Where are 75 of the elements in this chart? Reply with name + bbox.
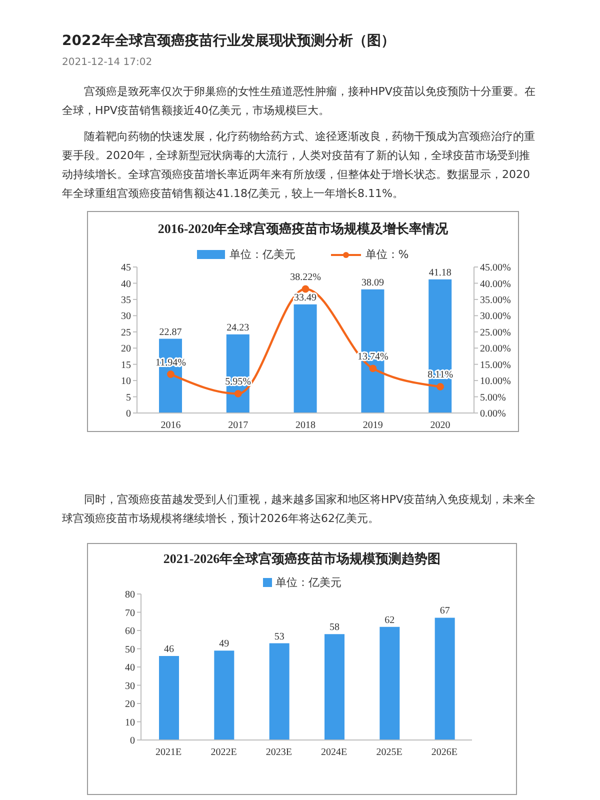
bar — [159, 656, 179, 740]
legend-label: 单位：% — [365, 247, 409, 262]
data-label: 58 — [330, 622, 340, 634]
text: 2021-12-14 17:02 — [62, 56, 154, 70]
chart-title: 2016-2020年全球宫颈癌疫苗市场规模及增长率情况 — [156, 220, 450, 238]
text: 宫颈癌是致死率仅次于卵巢癌的女性生殖道恶性肿瘤，接种HPV疫苗以免疫预防十分重要。在全球，HPV疫苗销售额接近40亿美元，市场规模巨大。 — [62, 84, 536, 119]
text: 随着靶向药物的快速发展，化疗药物给药方式、途径逐渐改良，药物干预成为宫颈癌治疗的重要手段。2020年，全球新型冠状病毒的大流行，人类对疫苗有了新的认知，全球疫苗市场受到推动持续增长。全球宫颈癌疫苗增长率近两年来有所放缓，但整体处于增长状态。数据显示，2020年全球重组宫颈癌疫苗销售额达41.18亿美元，较上一年增长8.11%。 — [62, 129, 536, 202]
text: 2022年全球宫颈癌疫苗行业发展现状预测分析（图） — [62, 32, 396, 50]
x-tick-label: 2026E — [431, 747, 458, 758]
x-tick-label: 2020 — [430, 420, 450, 432]
y2-tick-label: 10.00% — [480, 376, 511, 388]
x-tick-label: 2025E — [376, 747, 402, 758]
chart-title: 2021-2026年全球宫颈癌疫苗市场规模预测趋势图 — [162, 550, 442, 568]
data-label: 38.09 — [361, 277, 384, 288]
x-tick-label: 2018 — [296, 420, 316, 432]
y2-tick-label: 15.00% — [480, 360, 511, 371]
y-tick-label: 15 — [121, 360, 131, 371]
y-tick-label: 80 — [125, 590, 135, 601]
data-label: 33.49 — [294, 292, 317, 304]
y-tick-label: 30 — [121, 311, 131, 322]
point — [234, 390, 242, 398]
bar — [269, 643, 290, 740]
y2-tick-label: 0.00% — [480, 408, 506, 420]
bar — [434, 618, 455, 740]
x-tick-label: 2022E — [210, 747, 237, 758]
y2-tick-label: 5.00% — [480, 392, 506, 404]
bar — [294, 304, 317, 413]
data-label: 46 — [164, 644, 174, 656]
bar — [380, 626, 400, 740]
y2-tick-label: 30.00% — [480, 311, 511, 322]
point — [436, 382, 444, 390]
x-tick-label: 2017 — [228, 420, 248, 432]
y-tick-label: 30 — [125, 680, 135, 692]
point — [167, 370, 174, 378]
x-tick-label: 2023E — [266, 747, 292, 758]
legend-label: 单位：亿美元 — [276, 575, 342, 590]
y-tick-label: 20 — [125, 699, 135, 710]
y-tick-label: 40 — [121, 278, 131, 290]
legend-label: 单位：亿美元 — [229, 247, 296, 262]
y2-tick-label: 40.00% — [480, 278, 511, 290]
y-tick-label: 0 — [130, 736, 135, 747]
point — [369, 364, 377, 372]
x-tick-label: 2016 — [160, 420, 181, 432]
data-label: 24.23 — [226, 322, 250, 334]
y-tick-label: 10 — [125, 717, 135, 728]
data-label: 67 — [440, 606, 450, 617]
y-tick-label: 60 — [125, 626, 135, 638]
y2-tick-label: 45.00% — [480, 262, 511, 274]
y-tick-label: 20 — [121, 344, 131, 355]
y2-tick-label: 25.00% — [480, 327, 511, 338]
data-label: 49 — [219, 638, 230, 650]
y-tick-label: 10 — [121, 376, 131, 388]
data-label: 62 — [384, 614, 395, 626]
text: 同时，宫颈癌疫苗越发受到人们重视，越来越多国家和地区将HPV疫苗纳入免疫规划，未来全球宫颈癌疫苗市场规模将继续增长，预计2026年将达62亿美元。 — [62, 492, 536, 527]
y-tick-label: 70 — [125, 608, 135, 619]
data-label: 38.22% — [290, 272, 321, 283]
x-tick-label: 2019 — [362, 420, 383, 432]
y-tick-label: 0 — [126, 408, 131, 420]
x-tick-label: 2021E — [156, 747, 182, 758]
y-tick-label: 5 — [126, 392, 131, 404]
y-tick-label: 40 — [125, 662, 135, 674]
y-tick-label: 50 — [125, 644, 135, 656]
bar — [214, 650, 234, 740]
bar — [428, 279, 452, 413]
data-label: 41.18 — [428, 267, 452, 278]
y-tick-label: 35 — [121, 294, 131, 306]
bar — [324, 634, 344, 740]
y-tick-label: 45 — [121, 262, 131, 274]
x-tick-label: 2024E — [321, 747, 348, 758]
y-tick-label: 25 — [121, 327, 131, 338]
y2-tick-label: 20.00% — [480, 344, 511, 355]
data-label: 53 — [274, 631, 284, 642]
data-label: 22.87 — [159, 326, 182, 338]
y2-tick-label: 35.00% — [480, 294, 511, 306]
point — [302, 285, 310, 293]
